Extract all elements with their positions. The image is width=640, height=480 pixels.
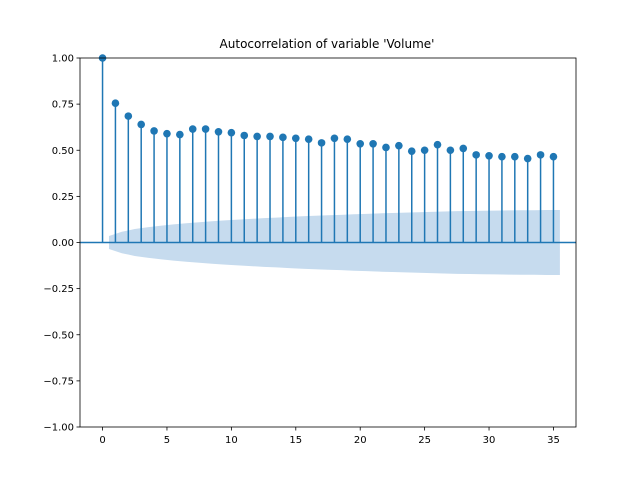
acf-marker-lag-8 [201,125,210,133]
x-tick-label: 5 [164,435,170,446]
acf-marker-lag-30 [485,151,493,160]
acf-marker-lag-34 [536,151,545,159]
acf-marker-lag-7 [188,125,197,133]
acf-marker-lag-23 [395,141,403,150]
acf-marker-lag-13 [266,132,274,141]
acf-marker-lag-20 [356,139,365,148]
plot-area [79,54,577,428]
acf-marker-lag-1 [111,99,120,108]
acf-marker-lag-27 [446,146,455,155]
y-tick-label: −0.75 [43,376,74,387]
x-axis: 0 5 10 15 20 25 30 35 [99,427,560,446]
acf-marker-lag-2 [124,112,133,120]
acf-marker-lag-5 [163,129,171,138]
acf-marker-lag-25 [420,146,429,155]
acf-marker-lag-21 [369,139,377,148]
y-tick-label: 0.75 [52,100,74,111]
acf-marker-lag-28 [459,144,468,153]
y-tick-label: 1.00 [52,54,74,65]
acf-marker-lag-6 [176,130,184,139]
x-tick-label: 35 [547,435,560,446]
y-tick-label: 0.50 [52,146,74,157]
acf-marker-lag-22 [382,143,390,152]
acf-marker-lag-14 [279,133,287,142]
acf-marker-lag-31 [498,152,506,161]
y-tick-label: 0.00 [52,238,74,249]
acf-marker-lag-12 [253,132,261,141]
acf-marker-lag-3 [137,120,145,129]
acf-marker-lag-15 [291,134,300,143]
acf-marker-lag-32 [511,152,519,161]
y-tick-label: −0.50 [43,330,74,341]
acf-marker-lag-10 [227,128,236,137]
x-tick-label: 25 [418,435,431,446]
y-tick-label: −1.00 [43,423,74,434]
x-tick-label: 30 [483,435,496,446]
x-tick-label: 15 [289,435,302,446]
acf-marker-lag-24 [407,147,416,155]
acf-marker-lag-19 [343,135,352,143]
y-tick-label: −0.25 [43,284,74,295]
acf-marker-lag-11 [240,131,249,140]
x-tick-label: 0 [99,435,105,446]
x-tick-label: 20 [354,435,367,446]
acf-marker-lag-9 [214,128,223,136]
acf-marker-lag-29 [472,151,480,159]
y-tick-label: 0.25 [52,192,74,203]
acf-marker-lag-17 [317,139,326,147]
x-tick-label: 10 [225,435,238,446]
chart-title: Autocorrelation of variable 'Volume' [220,37,435,51]
acf-marker-lag-16 [304,135,313,143]
acf-marker-lag-18 [330,134,339,143]
acf-marker-lag-33 [523,154,532,163]
acf-marker-lag-4 [150,127,158,135]
y-axis: −1.00 −0.75 −0.50 −0.25 0.00 0.25 0.50 0.75 1.00 [43,54,80,434]
acf-marker-lag-35 [549,152,558,161]
acf-marker-lag-26 [433,140,442,149]
